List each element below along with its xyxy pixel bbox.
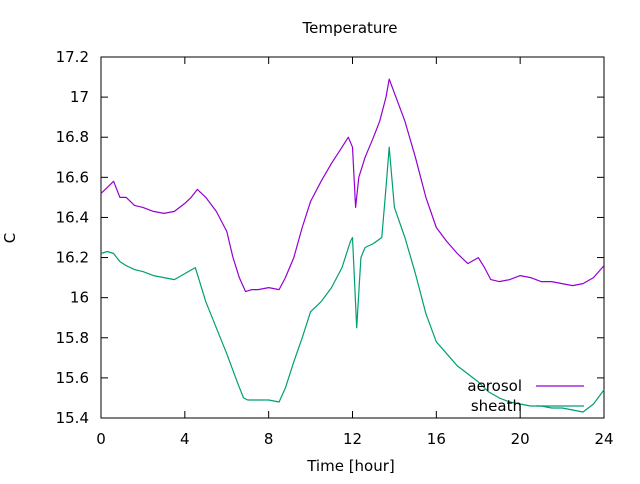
y-tick-label: 16.2	[56, 249, 89, 267]
x-tick-label: 4	[180, 430, 190, 448]
x-axis-label: Time [hour]	[306, 457, 395, 475]
legend-label-sheath: sheath	[471, 397, 522, 415]
y-tick-label: 15.8	[56, 329, 89, 347]
y-tick-label: 16.8	[56, 128, 89, 146]
x-tick-label: 12	[343, 430, 362, 448]
legend-label-aerosol: aerosol	[467, 377, 522, 395]
x-tick-label: 20	[511, 430, 530, 448]
series-line-sheath	[100, 146, 605, 413]
y-tick-label: 15.6	[56, 369, 89, 387]
x-tick-label: 24	[594, 430, 613, 448]
series-layer	[100, 78, 605, 413]
y-tick-label: 16	[70, 289, 89, 307]
x-axis: 0 4 8 12 16 20 24	[96, 57, 614, 448]
x-tick-label: 16	[427, 430, 446, 448]
y-axis: 15.4 15.6 15.8 16 16.2 16.4 16.6 16.8 17 17.2	[56, 48, 604, 427]
chart-legend: aerosol sheath	[467, 377, 584, 415]
y-tick-label: 16.4	[56, 208, 89, 226]
y-tick-label: 17	[70, 88, 89, 106]
y-axis-label: C	[1, 233, 19, 243]
y-tick-label: 15.4	[56, 409, 89, 427]
x-tick-label: 0	[96, 430, 106, 448]
x-tick-label: 8	[264, 430, 274, 448]
series-line-aerosol	[100, 78, 605, 293]
chart-title: Temperature	[301, 19, 397, 37]
y-tick-label: 16.6	[56, 168, 89, 186]
y-tick-label: 17.2	[56, 48, 89, 66]
